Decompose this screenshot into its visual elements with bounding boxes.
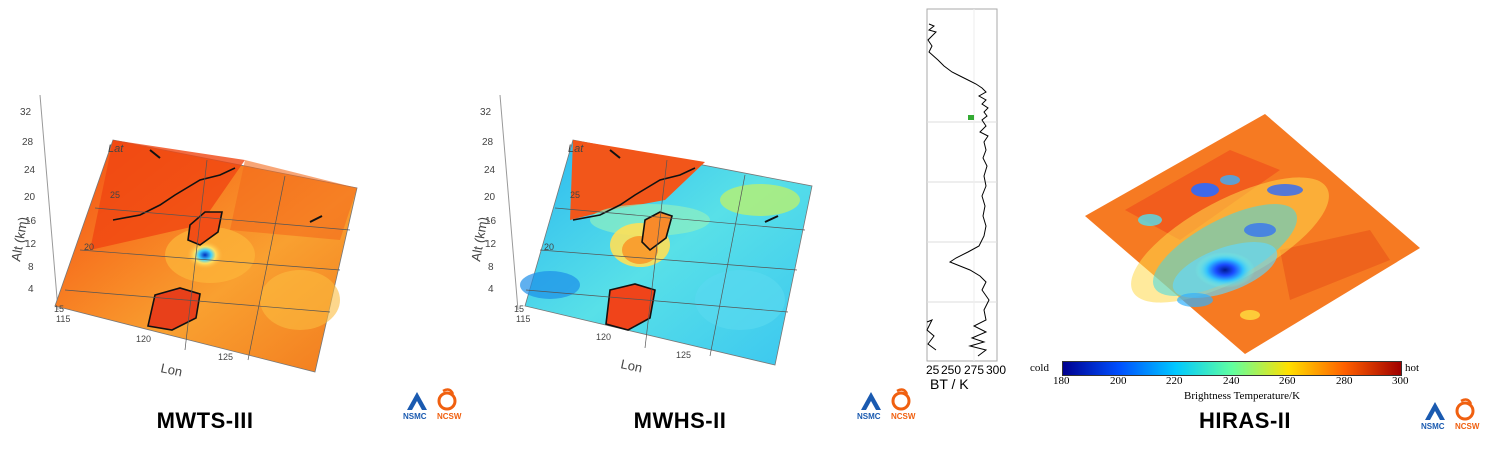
- mwhs-alt-ticks: 4 8 12 16 20 24 28 32: [480, 107, 497, 295]
- bt-xtick: 275: [964, 363, 984, 377]
- colorbar-tick: 300: [1392, 375, 1409, 387]
- colorbar-cold-label: cold: [1030, 362, 1049, 374]
- alt-tick: 4: [28, 284, 34, 295]
- alt-tick: 8: [28, 262, 34, 273]
- lon-tick: 120: [136, 334, 151, 344]
- alt-tick: 8: [488, 262, 494, 273]
- logo-group: NSMC NCSW: [857, 388, 921, 422]
- mwts-title: MWTS-III: [156, 408, 254, 433]
- colorbar-tick: 240: [1223, 375, 1240, 387]
- logo-group: NSMC NCSW: [403, 388, 467, 422]
- colorbar-gradient: [1062, 361, 1402, 376]
- colorbar: cold hot 180 200 220 240 260 280 300 Bri…: [1024, 358, 1444, 408]
- bt-xtick: 300: [986, 363, 1006, 377]
- nsmc-logo-icon: [1425, 398, 1475, 421]
- alt-tick: 32: [480, 107, 492, 118]
- lat-tick: 15: [514, 304, 524, 314]
- alt-tick: 4: [488, 284, 494, 295]
- alt-tick: 32: [20, 107, 32, 118]
- mwts-lat-label: Lat: [108, 143, 124, 155]
- mwhs-lon-label: Lon: [619, 356, 643, 375]
- alt-tick: 24: [24, 165, 36, 176]
- mwts-alt-ticks: 4 8 12 16 20 24 28 32: [20, 107, 37, 295]
- lon-tick: 125: [676, 350, 691, 360]
- colorbar-hot-label: hot: [1405, 362, 1420, 374]
- alt-tick: 24: [484, 165, 496, 176]
- lat-tick: 15: [54, 304, 64, 314]
- nsmc-logo-text: NSMC: [1421, 422, 1445, 431]
- lon-tick: 120: [596, 332, 611, 342]
- nsmc-logo-text: NSMC: [857, 412, 881, 421]
- alt-tick: 12: [25, 239, 37, 250]
- ncsw-logo-text: NCSW: [437, 412, 462, 421]
- ncsw-logo-text: NCSW: [891, 412, 916, 421]
- bt-xticks: 25 250 275 300: [926, 363, 1006, 377]
- lon-tick: 115: [56, 314, 70, 324]
- alt-tick: 28: [482, 137, 494, 148]
- hiras-panel: [1030, 100, 1430, 360]
- colorbar-title: Brightness Temperature/K: [1184, 390, 1301, 402]
- colorbar-tick: 280: [1336, 375, 1353, 387]
- lon-tick: 115: [516, 314, 530, 324]
- mwhs-3d-map: 4 8 12 16 20 24 28 32 Alt (km) Lat 25 20…: [468, 94, 813, 375]
- logo-group: NSMC NCSW: [1421, 398, 1485, 432]
- nsmc-logo-icon: [407, 388, 457, 411]
- lat-tick: 25: [110, 190, 120, 200]
- colorbar-tick: 260: [1279, 375, 1296, 387]
- mwts-3d-map: 4 8 12 16 20 24 28 32 Alt (km) Lat 25 20…: [8, 94, 358, 379]
- nsmc-logo-text: NSMC: [403, 412, 427, 421]
- colorbar-tick: 220: [1166, 375, 1183, 387]
- mwts-panel: 4 8 12 16 20 24 28 32 Alt (km) Lat 25 20…: [0, 0, 380, 451]
- bt-xtick: 250: [941, 363, 961, 377]
- alt-tick: 28: [22, 137, 34, 148]
- alt-tick: 20: [24, 192, 36, 203]
- bt-xlabel: BT / K: [930, 376, 969, 392]
- nsmc-logo-icon: [861, 388, 911, 411]
- alt-tick: 16: [485, 216, 497, 227]
- mwhs-lat-label: Lat: [568, 143, 584, 155]
- ncsw-logo-text: NCSW: [1455, 422, 1480, 431]
- hiras-title: HIRAS-II: [1199, 408, 1291, 433]
- alt-tick: 16: [25, 216, 37, 227]
- mwhs-panel: 4 8 12 16 20 24 28 32 Alt (km) Lat 25 20…: [460, 0, 840, 451]
- colorbar-tick: 200: [1110, 375, 1127, 387]
- lat-tick: 20: [544, 242, 554, 252]
- mwts-lon-label: Lon: [159, 360, 183, 379]
- lat-tick: 25: [570, 190, 580, 200]
- lat-tick: 20: [84, 242, 94, 252]
- bt-profile-line: [927, 23, 990, 357]
- colorbar-tick: 180: [1053, 375, 1070, 387]
- bt-profile-plot: 25 250 275 300 BT / K: [926, 8, 1006, 392]
- hiras-3d-map: [1085, 114, 1420, 354]
- alt-tick: 12: [485, 239, 497, 250]
- lon-tick: 125: [218, 352, 233, 362]
- mwhs-title: MWHS-II: [633, 408, 727, 433]
- bt-profile-panel: 25 250 275 300 BT / K: [924, 0, 1006, 400]
- bt-xtick: 25: [926, 363, 940, 377]
- alt-tick: 20: [484, 192, 496, 203]
